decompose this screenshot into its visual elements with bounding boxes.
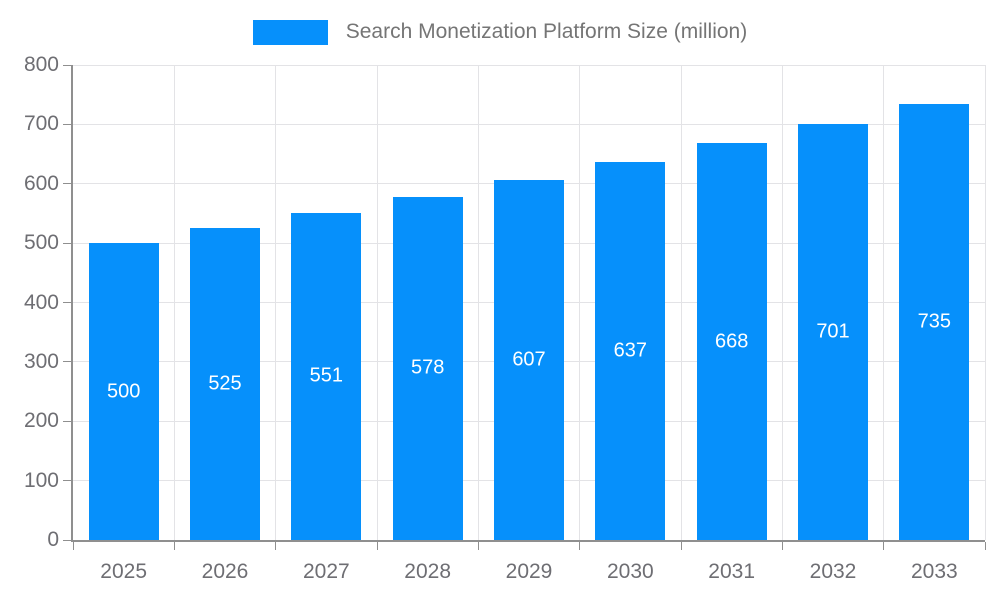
- x-gridline: [579, 65, 581, 540]
- x-gridline: [275, 65, 277, 540]
- y-axis-line: [71, 65, 73, 542]
- y-axis-tick-label: 600: [23, 171, 59, 195]
- x-gridline: [173, 65, 175, 540]
- x-axis-tick-label: 2032: [809, 560, 857, 583]
- x-gridline: [781, 65, 783, 540]
- x-axis-tick-label: 2025: [100, 560, 148, 583]
- y-axis-tick-label: 500: [23, 231, 59, 255]
- legend-swatch[interactable]: [252, 19, 328, 45]
- x-axis-tick: [275, 542, 277, 550]
- y-axis-tick-label: 100: [23, 468, 59, 492]
- bar-2026[interactable]: 525: [190, 228, 260, 540]
- bar-value-label: 607: [512, 348, 546, 371]
- bar-value-label: 735: [917, 310, 952, 333]
- x-gridline: [477, 65, 479, 540]
- y-axis-tick: [63, 242, 71, 244]
- x-gridline: [984, 65, 986, 540]
- x-axis-tick: [376, 542, 378, 550]
- y-axis-tick: [63, 123, 71, 125]
- chart-legend: Search Monetization Platform Size (milli…: [0, 18, 1000, 46]
- x-gridline: [883, 65, 885, 540]
- x-axis-tick-label: 2031: [708, 560, 756, 583]
- y-axis-tick-label: 400: [23, 290, 59, 314]
- x-axis-tick: [579, 542, 581, 550]
- y-axis-tick: [63, 480, 71, 482]
- y-axis-tick: [63, 183, 71, 185]
- x-axis-tick: [72, 542, 74, 550]
- x-axis-tick-label: 2029: [505, 560, 553, 583]
- y-axis-tick-label: 800: [23, 53, 59, 76]
- plot-area: 0 100 200 300 400 500 600 700 800 500 2025 525 2026 5…: [24, 53, 986, 583]
- bar-value-label: 500: [106, 380, 141, 403]
- x-axis-tick: [173, 542, 175, 550]
- x-axis-tick: [680, 542, 682, 550]
- x-axis-line: [71, 540, 985, 542]
- bar-2025[interactable]: 500: [88, 243, 159, 540]
- bar-value-label: 668: [714, 330, 749, 353]
- x-gridline: [680, 65, 682, 540]
- bar-2027[interactable]: 551: [291, 212, 362, 540]
- x-axis-tick-label: 2026: [201, 560, 249, 583]
- bar-value-label: 525: [208, 372, 242, 395]
- y-axis-tick-label: 200: [23, 409, 59, 433]
- x-gridline: [376, 65, 378, 540]
- bar-value-label: 701: [816, 320, 850, 343]
- y-axis-tick: [63, 420, 71, 422]
- bar-value-label: 578: [410, 356, 445, 379]
- bar-2033[interactable]: 735: [899, 103, 970, 540]
- x-axis-tick-label: 2028: [404, 560, 452, 583]
- x-axis-tick-label: 2033: [910, 560, 958, 583]
- y-axis-tick: [63, 539, 71, 541]
- legend-label[interactable]: Search Monetization Platform Size (milli…: [345, 20, 748, 43]
- y-axis-tick: [63, 302, 71, 303]
- bar-2028[interactable]: 578: [392, 196, 463, 540]
- bar-value-label: 551: [309, 364, 344, 387]
- y-gridline: [73, 123, 985, 125]
- x-axis-tick: [883, 542, 885, 550]
- y-axis-tick: [63, 361, 71, 363]
- y-axis-tick-label: 700: [23, 112, 59, 136]
- bar-2029[interactable]: 607: [494, 179, 564, 540]
- x-axis-tick-label: 2027: [302, 560, 350, 583]
- x-axis-tick-label: 2030: [606, 560, 654, 583]
- bar-2030[interactable]: 637: [595, 161, 666, 540]
- y-gridline: [73, 64, 985, 66]
- bar-value-label: 637: [613, 339, 648, 362]
- x-axis-tick: [984, 542, 986, 550]
- bar-2031[interactable]: 668: [696, 143, 767, 540]
- y-axis-tick: [63, 64, 71, 66]
- x-axis-tick: [781, 542, 783, 550]
- y-axis-tick-label: 0: [47, 528, 59, 551]
- bar-2032[interactable]: 701: [798, 123, 868, 540]
- y-axis-tick-label: 300: [23, 349, 59, 373]
- x-axis-tick: [477, 542, 479, 550]
